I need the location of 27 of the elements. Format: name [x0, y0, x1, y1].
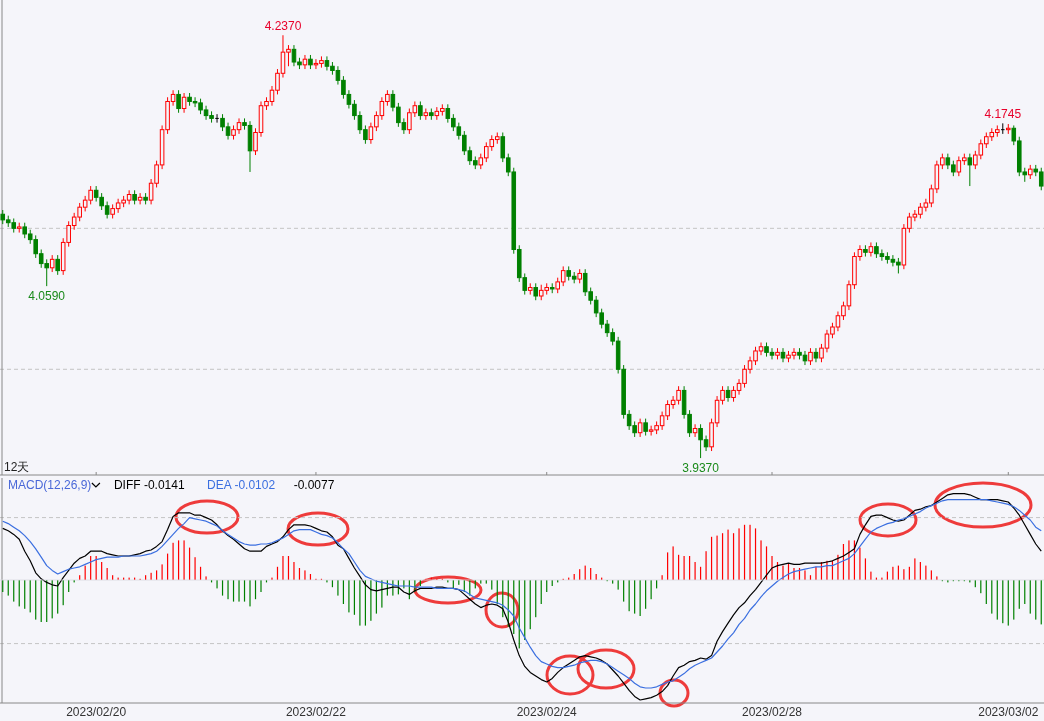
annotation: 3.9370: [682, 461, 720, 476]
x-tick-label: 2023/02/20: [66, 705, 127, 719]
x-tick-label: 2023/03/02: [978, 705, 1039, 719]
candlestick: [137, 192, 143, 205]
candlestick: [637, 418, 643, 438]
chart-title: MACD(12,26,9): [8, 478, 92, 492]
candlestick: [214, 113, 220, 124]
candlestick: [780, 347, 786, 363]
candlestick: [813, 347, 819, 363]
x-tick-label: 2023/02/24: [516, 705, 578, 719]
x-tick-label: 2023/02/22: [285, 705, 347, 719]
x-tick-label: 2023/02/28: [741, 705, 803, 719]
candlestick: [967, 153, 973, 187]
legend-label: DIFF -0.0141: [113, 478, 185, 492]
candlestick: [868, 241, 874, 258]
text: -0.0077: [293, 478, 335, 492]
candlestick: [692, 423, 698, 438]
annotation: 12天: [4, 460, 30, 474]
candlestick: [181, 92, 187, 114]
annotation: 4.2370: [264, 19, 302, 34]
text: DEA -0.0102: [207, 478, 276, 492]
annotation: 4.1745: [984, 107, 1022, 122]
candlestick: [55, 254, 60, 276]
candlestick: [418, 100, 423, 121]
candlestick: [1000, 122, 1006, 135]
candlestick: [176, 89, 181, 114]
annotation: 4.0590: [28, 289, 66, 304]
